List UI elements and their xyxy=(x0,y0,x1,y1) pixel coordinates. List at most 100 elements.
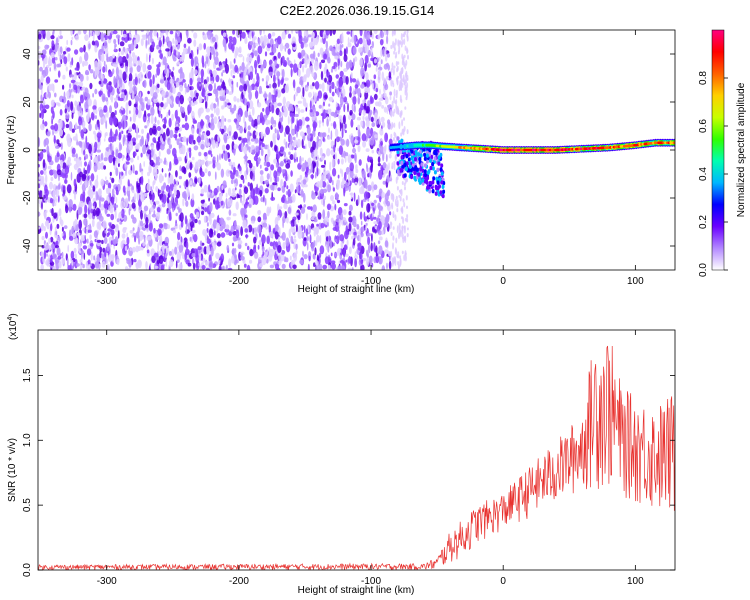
heatmap-noise-cell xyxy=(259,189,263,197)
heatmap-noise-cell xyxy=(97,188,102,196)
heatmap-noise-cell xyxy=(146,120,150,127)
heatmap-noise-cell xyxy=(318,140,322,148)
heatmap-noise-cell xyxy=(48,91,51,99)
heatmap-noise-cell xyxy=(40,123,45,131)
heatmap-noise-cell xyxy=(159,53,163,59)
heatmap-noise-cell xyxy=(105,121,108,129)
heatmap-noise-cell xyxy=(316,160,319,168)
heatmap-noise-cell xyxy=(224,63,229,74)
heatmap-noise-cell xyxy=(266,173,270,180)
heatmap-noise-cell xyxy=(322,136,325,142)
heatmap-noise-cell xyxy=(341,32,344,43)
heatmap-noise-cell xyxy=(289,112,295,117)
heatmap-noise-cell xyxy=(94,179,99,189)
heatmap-noise-cell xyxy=(103,60,106,67)
heatmap-noise-cell xyxy=(322,31,325,39)
heatmap-noise-cell xyxy=(305,116,310,122)
heatmap-noise-cell xyxy=(76,84,81,94)
heatmap-noise-cell xyxy=(54,155,58,163)
heatmap-noise-cell xyxy=(117,162,120,168)
heatmap-noise-cell xyxy=(212,219,217,229)
heatmap-noise-cell xyxy=(338,77,343,88)
heatmap-noise-cell xyxy=(302,87,305,98)
heatmap-noise-cell xyxy=(359,211,363,220)
heatmap-noise-cell xyxy=(406,33,409,38)
heatmap-noise-cell xyxy=(308,57,310,65)
heatmap-noise-cell xyxy=(288,143,292,151)
heatmap-noise-cell xyxy=(266,85,270,89)
heatmap-noise-cell xyxy=(325,236,329,242)
heatmap-noise-cell xyxy=(59,109,63,116)
heatmap-noise-cell xyxy=(84,180,88,188)
heatmap-noise-cell xyxy=(253,252,259,260)
heatmap-noise-cell xyxy=(286,30,290,34)
heatmap-noise-cell xyxy=(67,244,69,253)
heatmap-noise-cell xyxy=(93,162,98,173)
heatmap-noise-cell xyxy=(404,106,407,110)
heatmap-noise-cell xyxy=(172,66,175,71)
heatmap-noise-cell xyxy=(324,94,328,99)
heatmap-noise-cell xyxy=(363,180,368,189)
heatmap-noise-cell xyxy=(347,267,352,270)
heatmap-noise-cell xyxy=(169,176,174,185)
heatmap-noise-cell xyxy=(338,145,343,156)
heatmap-noise-cell xyxy=(193,101,198,105)
heatmap-noise-cell xyxy=(148,35,151,44)
heatmap-noise-cell xyxy=(311,216,315,221)
heatmap-noise-cell xyxy=(147,90,150,95)
heatmap-noise-cell xyxy=(392,40,395,49)
heatmap-noise-cell xyxy=(162,56,167,66)
heatmap-noise-cell xyxy=(336,181,339,186)
heatmap-noise-cell xyxy=(358,177,362,187)
heatmap-noise-cell xyxy=(122,185,126,193)
heatmap-noise-cell xyxy=(112,239,118,245)
heatmap-noise-cell xyxy=(288,199,293,204)
heatmap-spread-cell xyxy=(410,149,414,154)
heatmap-noise-cell xyxy=(377,163,381,167)
heatmap-noise-cell xyxy=(379,128,384,136)
heatmap-noise-cell xyxy=(150,115,154,125)
heatmap-noise-cell xyxy=(300,188,304,198)
heatmap-noise-cell xyxy=(249,85,253,91)
heatmap-noise-cell xyxy=(85,69,89,75)
heatmap-noise-cell xyxy=(218,265,222,270)
heatmap-noise-cell xyxy=(309,100,312,110)
heatmap-noise-cell xyxy=(224,118,227,122)
heatmap-noise-cell xyxy=(252,165,256,172)
heatmap-noise-cell xyxy=(399,259,402,267)
heatmap-noise-cell xyxy=(71,259,74,266)
heatmap-spread-cell xyxy=(423,156,427,161)
heatmap-noise-cell xyxy=(301,167,306,172)
heatmap-noise-cell xyxy=(213,116,218,125)
heatmap-noise-cell xyxy=(396,225,399,234)
heatmap-noise-cell xyxy=(378,236,383,241)
heatmap-noise-cell xyxy=(373,184,378,191)
heatmap-noise-cell xyxy=(235,170,239,177)
heatmap-noise-cell xyxy=(57,255,62,260)
heatmap-noise-cell xyxy=(331,66,336,70)
heatmap-noise-cell xyxy=(241,61,245,72)
heatmap-noise-cell xyxy=(151,144,155,150)
heatmap-noise-cell xyxy=(364,102,366,111)
heatmap-noise-cell xyxy=(386,53,390,58)
heatmap-noise-cell xyxy=(141,128,144,135)
heatmap-noise-cell xyxy=(213,88,217,95)
heatmap-noise-cell xyxy=(296,138,301,148)
heatmap-noise-cell xyxy=(150,107,155,116)
heatmap-noise-cell xyxy=(251,31,254,39)
heatmap-noise-cell xyxy=(244,242,248,247)
heatmap-noise-cell xyxy=(225,169,231,177)
heatmap-noise-cell xyxy=(123,198,129,209)
heatmap-noise-cell xyxy=(85,154,89,160)
heatmap-noise-cell xyxy=(366,222,368,226)
heatmap-noise-cell xyxy=(299,80,304,86)
heatmap-noise-cell xyxy=(175,179,179,187)
heatmap-noise-cell xyxy=(392,242,394,250)
heatmap-noise-cell xyxy=(198,151,202,157)
heatmap-noise-cell xyxy=(79,171,83,178)
heatmap-noise-cell xyxy=(266,206,270,217)
heatmap-noise-cell xyxy=(296,123,300,132)
heatmap-noise-cell xyxy=(228,258,232,268)
heatmap-noise-cell xyxy=(227,187,232,196)
heatmap-noise-cell xyxy=(129,229,134,234)
